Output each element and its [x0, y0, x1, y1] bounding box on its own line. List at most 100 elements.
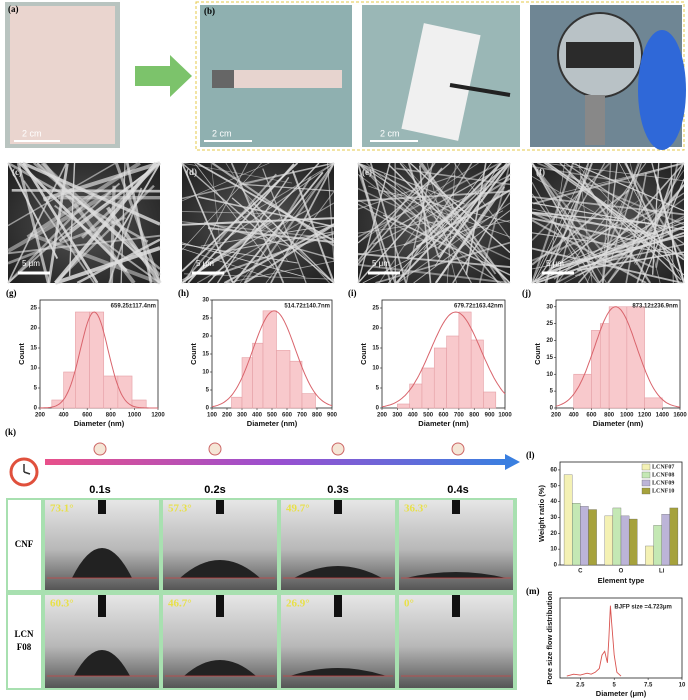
panel-label: (e): [362, 167, 372, 177]
panel-label: (i): [348, 288, 357, 298]
fiber: [7, 162, 117, 227]
panel-label: (l): [526, 450, 535, 460]
y-tick-label: 10: [372, 366, 379, 372]
legend-label: LCNF09: [652, 480, 674, 486]
fiber: [652, 162, 660, 275]
fiber: [357, 190, 511, 202]
legend-swatch: [641, 471, 651, 479]
y-tick-label: 0: [554, 563, 558, 569]
bar: [628, 518, 638, 566]
y-axis-label: Pore size flow distribution: [545, 591, 554, 685]
fiber: [54, 204, 161, 284]
x-tick-label: C: [578, 569, 583, 575]
y-tick-label: 15: [372, 346, 379, 352]
bar: [572, 503, 581, 566]
bar: [604, 515, 614, 566]
y-tick-label: 40: [550, 499, 557, 505]
droplet: [72, 548, 132, 578]
timeline: [45, 459, 507, 465]
x-tick-label: 10: [679, 683, 686, 689]
fiber: [531, 219, 647, 284]
fit-curve: [381, 311, 506, 408]
annotation: BJFP size =4.723μm: [614, 605, 671, 611]
fiber: [571, 162, 685, 212]
y-tick-label: 30: [202, 298, 209, 304]
fiber: [357, 162, 436, 262]
fiber: [194, 162, 275, 268]
needle: [216, 500, 224, 514]
fiber: [531, 217, 650, 245]
x-axis-label: Diameter (nm): [593, 419, 644, 428]
x-tick-label: 1000: [620, 413, 634, 419]
bar: [599, 323, 610, 409]
fiber: [270, 162, 335, 284]
fiber: [670, 162, 674, 284]
fiber: [531, 248, 637, 270]
bar: [231, 396, 243, 409]
fiber: [531, 162, 598, 260]
y-tick-label: 0: [376, 406, 380, 412]
x-axis-label: Element type: [598, 576, 645, 585]
fiber: [196, 162, 335, 242]
fabric: [401, 23, 481, 141]
x-tick-label: 200: [377, 413, 388, 419]
fiber: [224, 162, 335, 241]
y-tick-label: 60: [550, 468, 557, 474]
bar: [612, 507, 622, 566]
fiber: [327, 162, 335, 262]
panel-label: (b): [204, 6, 215, 16]
fiber: [181, 243, 298, 264]
y-tick-label: 0: [34, 406, 38, 412]
x-tick-label: 100: [207, 413, 218, 419]
x-tick-label: 200: [35, 413, 46, 419]
fiber: [357, 216, 471, 234]
droplet: [74, 650, 130, 676]
timeline-arrow: [505, 454, 520, 470]
y-tick-label: 50: [550, 483, 557, 489]
scale-label: 2 cm: [22, 128, 42, 138]
fiber: [40, 161, 162, 277]
fiber: [395, 187, 488, 284]
fiber: [403, 177, 511, 247]
bar: [563, 474, 573, 566]
fiber: [531, 211, 657, 225]
x-tick-label: 200: [551, 413, 562, 419]
x-tick-label: 700: [297, 413, 308, 419]
fiber: [531, 202, 685, 231]
bar: [89, 311, 105, 409]
glove: [638, 30, 686, 150]
time-label: 0.2s: [204, 484, 225, 496]
fiber: [266, 162, 335, 259]
y-tick-label: 15: [30, 346, 37, 352]
bar: [117, 375, 133, 409]
bar: [262, 310, 277, 409]
droplet: [184, 660, 256, 676]
fiber: [531, 247, 683, 284]
x-tick-label: 300: [237, 413, 248, 419]
fiber: [605, 162, 640, 254]
x-tick-label: 800: [604, 413, 615, 419]
contact-angle: 60.3°: [50, 598, 74, 610]
fit-curve: [555, 306, 681, 408]
fiber: [559, 162, 682, 281]
clock-icon: [451, 442, 465, 456]
x-tick-label: 800: [469, 413, 480, 419]
fiber: [553, 192, 685, 280]
fiber: [357, 173, 459, 250]
fiber: [181, 221, 335, 240]
contact-angle: 26.9°: [286, 598, 310, 610]
y-tick-label: 20: [546, 338, 553, 344]
panel-label: (j): [522, 288, 531, 298]
bar: [626, 306, 645, 409]
contact-angle: 36.3°: [404, 503, 428, 515]
annotation: 873.12±236.9nm: [632, 304, 678, 310]
x-axis-label: Diameter (μm): [596, 689, 647, 698]
bar: [433, 347, 447, 409]
fiber: [452, 192, 511, 284]
fiber: [624, 162, 685, 258]
bar: [276, 350, 291, 409]
y-axis-label: Count: [359, 343, 368, 365]
bar: [458, 311, 472, 409]
x-tick-label: 700: [454, 413, 465, 419]
